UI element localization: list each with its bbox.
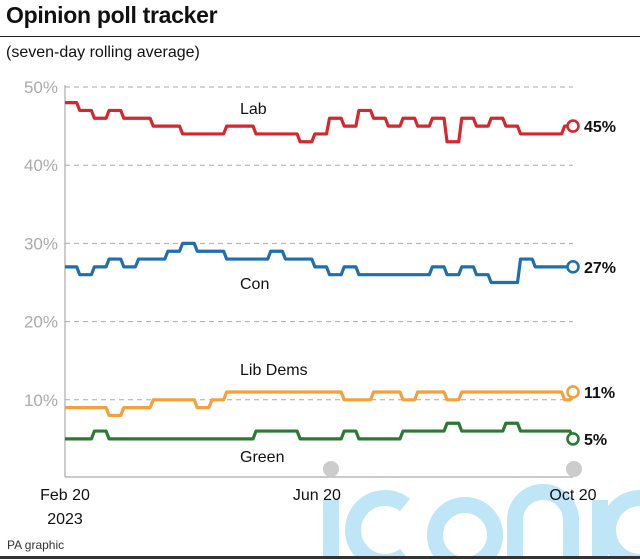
series-line-con [65, 241, 573, 285]
x-tick-sublabel: 2023 [47, 511, 83, 528]
chart-subtitle: (seven-day rolling average) [6, 44, 200, 61]
series-label-libdems: Lib Dems [240, 362, 308, 379]
end-value-lib-dems: 11% [584, 385, 615, 402]
y-tick-label: 20% [24, 313, 58, 332]
series-label-con: Con [240, 276, 269, 293]
footer-divider [0, 556, 640, 559]
watermark-stroke [600, 490, 640, 559]
watermark-dot [323, 461, 339, 477]
end-value-con: 27% [584, 260, 616, 277]
series-line-green [65, 421, 575, 441]
end-marker-con [566, 260, 580, 274]
title-divider [0, 36, 640, 37]
end-marker-lab [566, 119, 580, 133]
y-tick-label: 10% [24, 391, 58, 410]
series-label-green: Green [240, 449, 284, 466]
y-tick-label: 40% [24, 156, 58, 175]
end-marker-lib-dems [566, 385, 580, 399]
watermark-stroke [507, 484, 579, 559]
chart-title: Opinion poll tracker [6, 2, 218, 28]
series-label-lab: Lab [240, 101, 267, 118]
source-credit: PA graphic [7, 538, 65, 552]
x-tick-label: Jun 20 [293, 487, 341, 504]
watermark-dot [566, 461, 582, 477]
watermark-stroke [427, 497, 503, 559]
end-marker-green [566, 432, 580, 446]
y-tick-label: 30% [24, 234, 58, 253]
watermark-stroke [345, 490, 410, 559]
watermark-logo [323, 484, 640, 559]
series-line-lib-dems [65, 390, 575, 418]
x-tick-label: Oct 20 [549, 487, 596, 504]
series-line-lab [65, 101, 573, 144]
y-tick-label: 50% [24, 78, 58, 97]
end-value-green: 5% [584, 432, 607, 449]
x-tick-label: Feb 20 [40, 487, 90, 504]
end-value-lab: 45% [584, 119, 616, 136]
